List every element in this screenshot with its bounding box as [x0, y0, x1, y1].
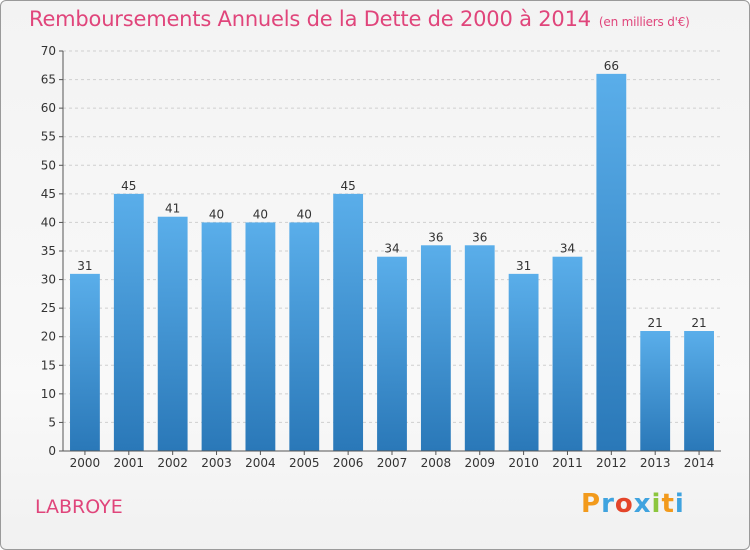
y-tick-label: 10 [41, 387, 56, 401]
logo-letter: i [674, 489, 685, 519]
logo-letter: t [661, 489, 675, 519]
y-tick-label: 45 [41, 187, 56, 201]
y-tick-label: 25 [41, 301, 56, 315]
title-text: Remboursements Annuels de la Dette de 20… [29, 7, 591, 31]
bar-2001 [113, 193, 144, 451]
logo-letter: o [614, 489, 634, 519]
y-tick-label: 60 [41, 101, 56, 115]
y-tick-label: 70 [41, 44, 56, 58]
x-tick-label: 2005 [289, 456, 320, 470]
logo-letter: r [601, 489, 615, 519]
bar-2002 [157, 216, 188, 451]
axes: 0 5 10 15 20 25 30 35 40 45 50 55 60 65 70 2000 2001 2002… [41, 44, 721, 470]
bar-value-label: 34 [384, 242, 399, 256]
y-tick-label: 0 [48, 444, 56, 458]
bar-value-label: 45 [340, 179, 355, 193]
bar-2012 [596, 73, 627, 451]
chart-subtitle: (en milliers d'€) [598, 15, 690, 29]
bar-2007 [377, 256, 407, 451]
x-tick-label: 2010 [508, 456, 539, 470]
y-tick-label: 30 [41, 273, 56, 287]
x-tick-label: 2000 [70, 456, 101, 470]
x-tick-label: 2009 [464, 456, 495, 470]
bars: 31 45 41 40 40 40 45 34 36 36 31 34 66 21 21 [70, 59, 714, 451]
bar-2014 [684, 331, 714, 451]
logo-letter: P [581, 489, 602, 519]
bar-value-label: 36 [428, 230, 443, 244]
x-tick-label: 2004 [245, 456, 276, 470]
bar-value-label: 40 [297, 207, 312, 221]
x-tick-label: 2008 [421, 456, 452, 470]
y-tick-label: 40 [41, 215, 56, 229]
bar-2010 [508, 273, 539, 451]
bar-value-label: 66 [604, 59, 619, 73]
bar-2009 [464, 245, 495, 451]
y-tick-label: 50 [41, 158, 56, 172]
x-tick-label: 2002 [157, 456, 188, 470]
x-tick-label: 2007 [377, 456, 408, 470]
logo-letter: i [651, 489, 662, 519]
y-tick-label: 55 [41, 130, 56, 144]
bar-value-label: 21 [691, 316, 706, 330]
x-tick-label: 2012 [596, 456, 627, 470]
x-tick-label: 2001 [114, 456, 145, 470]
bar-value-label: 40 [253, 207, 268, 221]
bar-2008 [420, 245, 451, 451]
commune-name: LABROYE [35, 496, 123, 518]
bar-2005 [289, 222, 320, 451]
x-tick-label: 2013 [640, 456, 671, 470]
y-tick-label: 5 [48, 415, 56, 429]
x-tick-label: 2011 [552, 456, 583, 470]
x-tick-label: 2006 [333, 456, 364, 470]
y-tick-label: 20 [41, 330, 56, 344]
logo-letter: x [633, 489, 652, 519]
bar-2000 [70, 273, 100, 451]
bar-2004 [245, 222, 276, 451]
bar-value-label: 41 [165, 202, 180, 216]
bar-value-label: 31 [77, 259, 92, 273]
bar-value-label: 40 [209, 207, 224, 221]
bar-2003 [201, 222, 232, 451]
bar-value-label: 31 [516, 259, 531, 273]
proxiti-logo: Proxiti [581, 489, 685, 519]
y-tick-label: 15 [41, 358, 56, 372]
bar-value-label: 34 [560, 242, 575, 256]
bar-2011 [552, 256, 583, 451]
y-tick-label: 35 [41, 244, 56, 258]
bar-value-label: 36 [472, 230, 487, 244]
bar-value-label: 45 [121, 179, 136, 193]
chart-title: Remboursements Annuels de la Dette de 20… [29, 7, 690, 31]
bar-2006 [333, 193, 364, 451]
bar-2013 [640, 331, 671, 451]
y-tick-label: 65 [41, 73, 56, 87]
x-tick-label: 2014 [684, 456, 715, 470]
bar-value-label: 21 [648, 316, 663, 330]
x-tick-label: 2003 [201, 456, 232, 470]
